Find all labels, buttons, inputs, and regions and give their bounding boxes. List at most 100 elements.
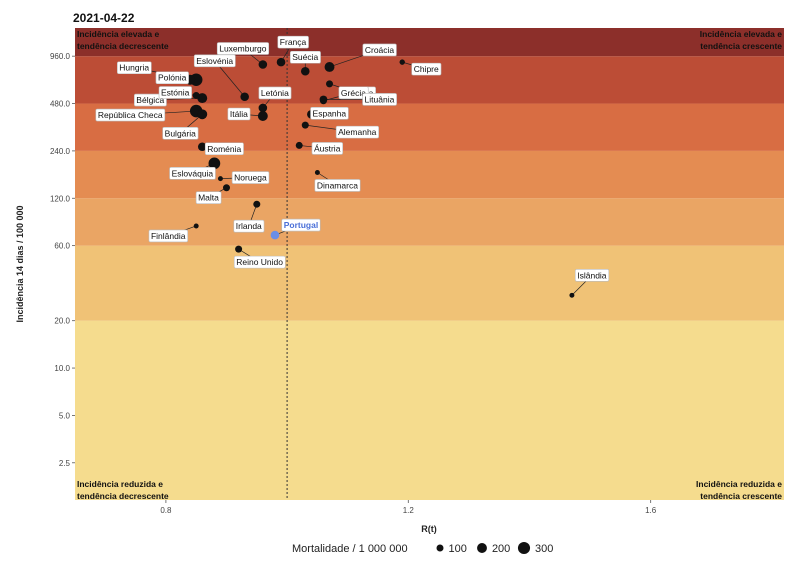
label-box-croacia bbox=[362, 43, 397, 57]
point-croacia bbox=[324, 61, 335, 72]
label-box-noruega bbox=[231, 171, 270, 184]
point-chipre bbox=[399, 59, 405, 65]
label-box-italia bbox=[227, 107, 251, 121]
label-box-bulgaria bbox=[162, 127, 199, 140]
label-chipre: Chipre bbox=[414, 64, 439, 74]
label-box-islandia bbox=[574, 269, 610, 282]
label-hungria: Hungria bbox=[119, 63, 149, 73]
label-polonia: Polónia bbox=[158, 73, 187, 83]
label-franca: França bbox=[280, 37, 307, 47]
label-lituania: Lituânia bbox=[365, 94, 395, 104]
point-letonia bbox=[258, 103, 268, 113]
corner-label-bottom-right: Incidência reduzida e bbox=[696, 479, 782, 489]
point-franca bbox=[276, 57, 286, 67]
legend-label-200: 200 bbox=[492, 543, 510, 555]
label-dinamarca: Dinamarca bbox=[317, 180, 358, 190]
point-italia bbox=[257, 111, 268, 121]
label-portugal: Portugal bbox=[284, 220, 318, 230]
point-romenia bbox=[197, 142, 207, 152]
point-portugal bbox=[270, 230, 280, 240]
corner-annotations: Incidência elevada e tendência decrescent… bbox=[77, 29, 782, 501]
corner-label-bottom-left: Incidência reduzida e bbox=[77, 479, 163, 489]
label-box-lituania bbox=[362, 93, 397, 106]
point-belgica bbox=[197, 93, 208, 104]
corner-label-top-right: tendência crescente bbox=[700, 41, 782, 51]
label-box-portugal bbox=[281, 218, 321, 232]
label-suecia: Suécia bbox=[292, 52, 318, 62]
point-noruega bbox=[217, 176, 223, 182]
legend-label-100: 100 bbox=[449, 543, 467, 555]
y-tick-label: 10.0 bbox=[54, 364, 70, 373]
x-tick-label: 1.6 bbox=[645, 506, 657, 515]
y-tick-label: 480.0 bbox=[50, 100, 71, 109]
label-box-franca bbox=[277, 35, 309, 49]
legend-circle-100 bbox=[436, 544, 444, 552]
label-reino-unido: Reino Unido bbox=[236, 257, 283, 267]
incidence-band bbox=[75, 198, 784, 246]
point-austria bbox=[295, 141, 303, 149]
x-tick-label: 0.8 bbox=[160, 506, 172, 515]
label-finlandia: Finlândia bbox=[151, 231, 186, 241]
label-box-republica-checa bbox=[95, 108, 166, 122]
point-luxemburgo bbox=[258, 60, 268, 69]
label-islandia: Islândia bbox=[577, 270, 607, 280]
point-dinamarca bbox=[314, 170, 320, 175]
label-letonia: Letónia bbox=[261, 88, 289, 98]
corner-label-top-left: Incidência elevada e bbox=[77, 29, 159, 39]
legend-circle-300 bbox=[517, 541, 531, 555]
y-tick-label: 20.0 bbox=[54, 317, 70, 326]
y-tick-label: 240.0 bbox=[50, 147, 71, 156]
point-malta bbox=[222, 184, 230, 192]
label-belgica: Bélgica bbox=[136, 95, 164, 105]
legend-label-300: 300 bbox=[535, 543, 553, 555]
label-eslovenia: Eslovénia bbox=[196, 56, 233, 66]
point-suecia bbox=[300, 66, 310, 76]
label-box-estonia bbox=[158, 86, 192, 99]
label-romenia: Roménia bbox=[207, 144, 241, 154]
label-box-hungria bbox=[117, 61, 152, 75]
incidence-band bbox=[75, 245, 784, 321]
label-box-eslovaquia bbox=[169, 167, 216, 180]
data-points bbox=[185, 57, 575, 298]
label-box-irlanda bbox=[233, 219, 265, 233]
label-box-grecia bbox=[338, 86, 369, 100]
y-axis: 2.5 5.0 10.0 20.0 60.0 120.0 240.0 480.0 960.0 bbox=[50, 52, 75, 468]
label-estonia: Estónia bbox=[161, 87, 190, 97]
label-box-alemanha bbox=[335, 125, 379, 139]
point-alemanha bbox=[301, 121, 309, 129]
x-axis: 0.8 1.2 1.6 bbox=[160, 500, 657, 515]
corner-label-bottom-right: tendência crescente bbox=[700, 491, 782, 501]
label-box-belgica bbox=[134, 93, 167, 107]
label-box-letonia bbox=[258, 86, 292, 100]
label-box-dinamarca bbox=[314, 179, 361, 192]
corner-label-top-left: tendência decrescente bbox=[77, 41, 169, 51]
label-box-malta bbox=[195, 191, 222, 205]
label-alemanha: Alemanha bbox=[338, 127, 377, 137]
label-box-eslovenia bbox=[193, 54, 236, 68]
x-axis-label: R(t) bbox=[421, 524, 437, 534]
label-austria: Áustria bbox=[314, 143, 341, 153]
label-box-suecia bbox=[289, 50, 321, 64]
y-tick-label: 60.0 bbox=[54, 242, 70, 251]
point-bulgaria bbox=[197, 109, 208, 120]
chart-title: 2021-04-22 bbox=[73, 11, 135, 25]
label-malta: Malta bbox=[198, 193, 219, 203]
y-tick-label: 5.0 bbox=[59, 411, 71, 420]
label-irlanda: Irlanda bbox=[236, 221, 262, 231]
label-eslovaquia: Eslováquia bbox=[172, 168, 214, 178]
label-bulgaria: Bulgária bbox=[165, 128, 196, 138]
legend-title: Mortalidade / 1 000 000 bbox=[292, 543, 408, 555]
point-labels: França Eslovénia Luxemburgo Croácia Suécia Ch… bbox=[95, 35, 610, 282]
y-tick-label: 2.5 bbox=[59, 459, 71, 468]
point-finlandia bbox=[193, 223, 199, 229]
label-box-romenia bbox=[204, 142, 244, 156]
point-lituania bbox=[319, 95, 328, 104]
point-reino-unido bbox=[235, 245, 243, 253]
label-noruega: Noruega bbox=[234, 173, 267, 183]
x-tick-label: 1.2 bbox=[403, 506, 415, 515]
label-croacia: Croácia bbox=[365, 45, 395, 55]
incidence-band bbox=[75, 320, 784, 500]
label-luxemburgo: Luxemburgo bbox=[219, 43, 267, 53]
size-legend: Mortalidade / 1 000 000 100 200 300 bbox=[292, 541, 553, 555]
